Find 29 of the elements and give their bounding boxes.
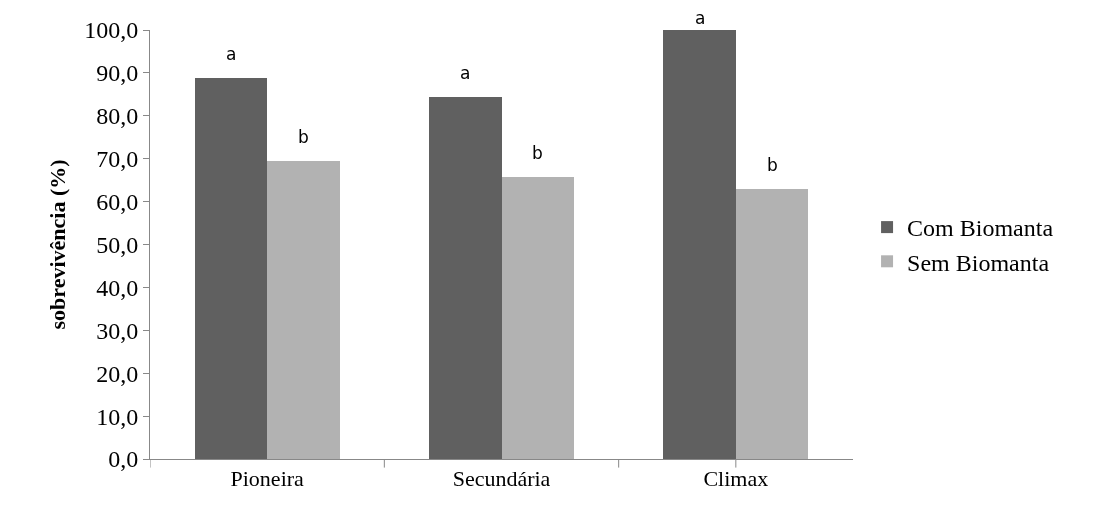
x-tick-label: Climax — [703, 466, 769, 492]
annotation: b — [532, 143, 543, 163]
y-tick-label: 90,0 — [96, 60, 139, 87]
y-tick-label: 40,0 — [96, 274, 139, 301]
y-tick-label: 10,0 — [96, 403, 139, 430]
bar — [663, 30, 736, 459]
bar — [429, 97, 502, 459]
annotation: a — [460, 63, 471, 83]
legend-label: Com Biomanta — [907, 215, 1054, 242]
legend-label: Sem Biomanta — [907, 249, 1050, 276]
y-tick-label: 20,0 — [96, 360, 139, 387]
y-axis-title: sobrevivência (%) — [45, 159, 70, 330]
y-tick-label: 0,0 — [108, 446, 139, 473]
annotation: a — [226, 44, 237, 64]
y-tick-label: 50,0 — [96, 231, 139, 258]
annotation: a — [695, 8, 706, 28]
y-tick-label: 30,0 — [96, 317, 139, 344]
x-tick-label: Secundária — [452, 466, 551, 492]
y-tick-label: 80,0 — [96, 103, 139, 130]
x-tick-label: Pioneira — [230, 466, 305, 492]
bar — [195, 78, 267, 459]
bar — [267, 161, 340, 459]
y-tick-label: 70,0 — [96, 146, 139, 173]
bar — [502, 177, 574, 459]
annotation: b — [298, 127, 309, 147]
y-tick-label: 60,0 — [96, 189, 139, 215]
bar — [736, 189, 808, 459]
y-tick-label: 100,0 — [84, 17, 139, 44]
annotation: b — [767, 155, 778, 175]
